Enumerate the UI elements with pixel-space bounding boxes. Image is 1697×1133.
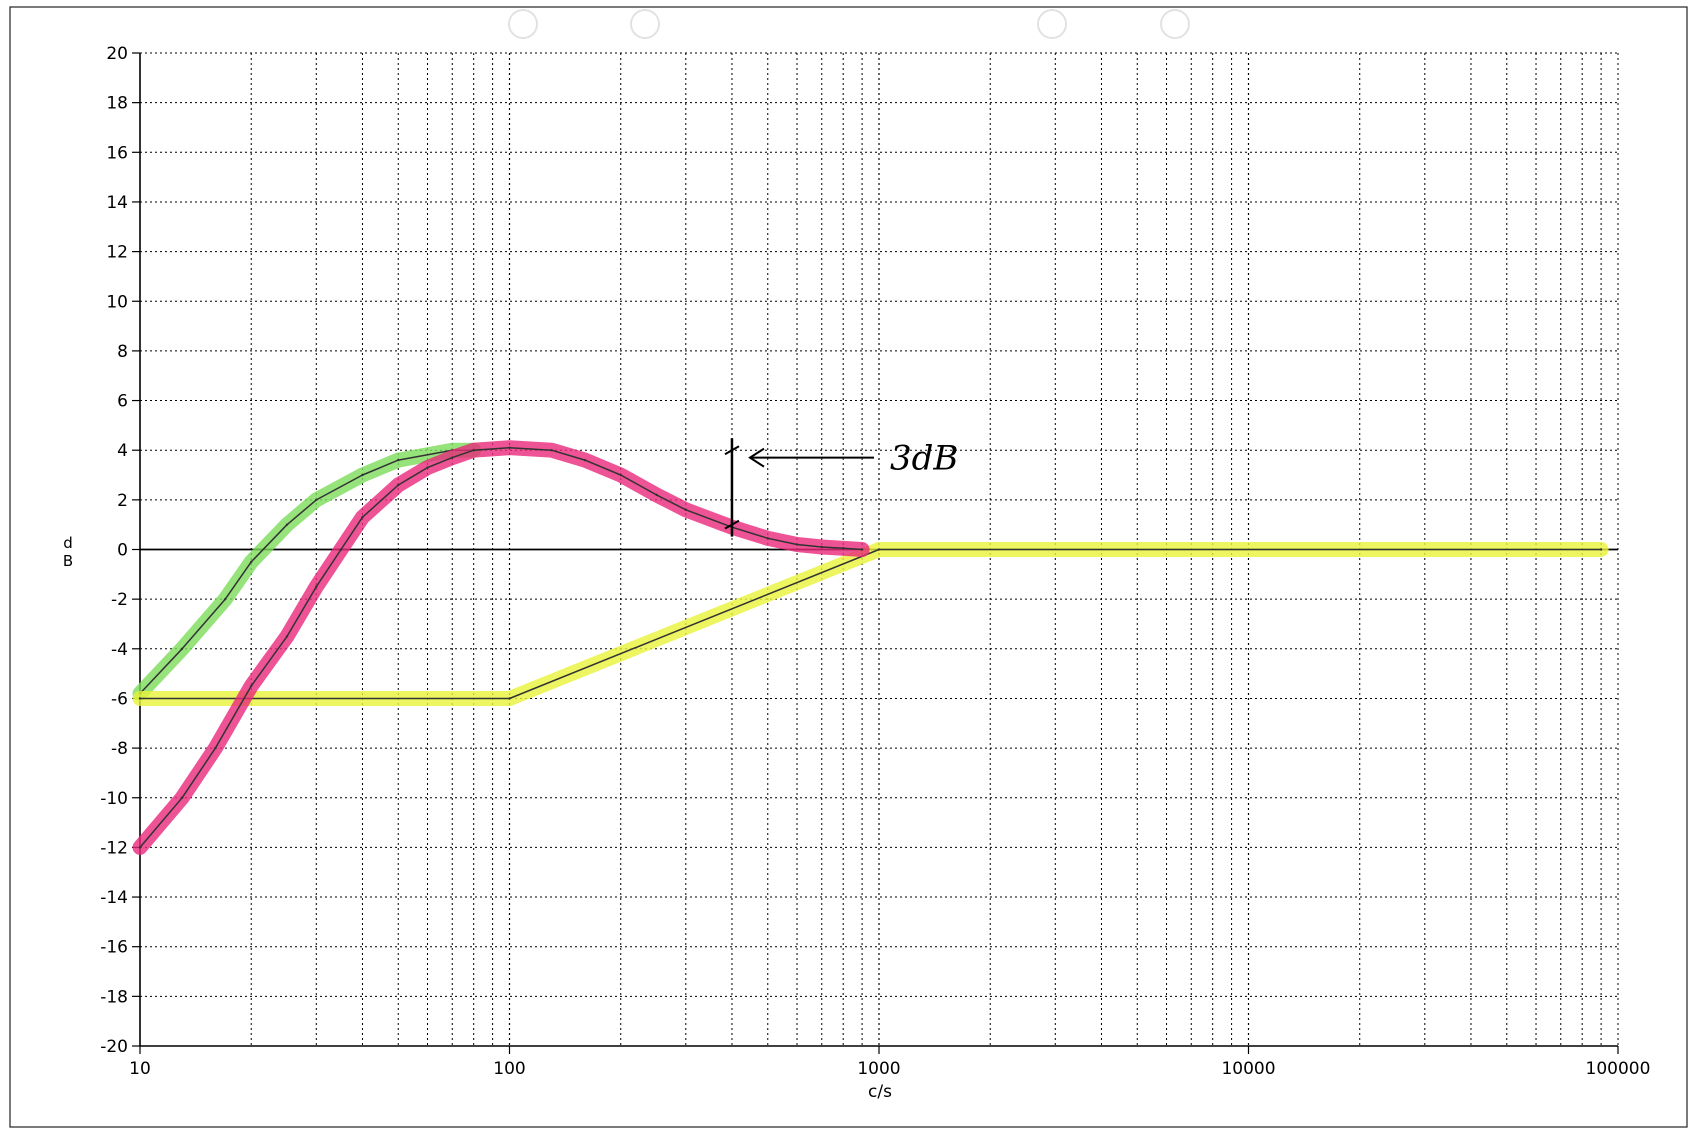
y-tick-label: -10 <box>100 789 128 809</box>
series-point-3 <box>583 458 587 462</box>
series-point-3 <box>860 548 864 551</box>
y-tick-label: -18 <box>100 987 128 1007</box>
y-tick-label: 18 <box>106 94 128 114</box>
series-point-3 <box>214 746 217 750</box>
series-point-3 <box>655 493 658 497</box>
series-point-3 <box>508 446 511 449</box>
punch-hole-3 <box>1037 9 1067 39</box>
series-point-2 <box>877 548 881 551</box>
y-tick-label: -14 <box>100 888 128 908</box>
tick-labels: 20181614121086420-2-4-6-8-10-12-14-16-18… <box>100 44 1650 1079</box>
series-point-3 <box>795 543 799 546</box>
series-point-3 <box>250 684 253 688</box>
series-point-1 <box>397 458 400 462</box>
punch-hole-1 <box>508 9 538 39</box>
series-point-3 <box>339 548 343 551</box>
y-tick-label: -8 <box>111 739 128 759</box>
y-tick-label: 2 <box>117 491 128 511</box>
series-point-1 <box>223 597 227 601</box>
series-point-1 <box>250 560 253 564</box>
y-tick-label: -12 <box>100 838 128 858</box>
annotation-label: 3dB <box>890 439 958 479</box>
y-tick-label: -20 <box>100 1037 128 1057</box>
series-point-3 <box>766 537 769 540</box>
series-point-2 <box>1599 548 1603 551</box>
series-point-3 <box>550 449 553 452</box>
series <box>132 440 1609 855</box>
y-tick-label: 6 <box>117 392 128 412</box>
x-tick-label: 100000 <box>1586 1059 1651 1079</box>
punch-hole-4 <box>1160 9 1190 39</box>
series-point-3 <box>472 449 475 452</box>
x-tick-label: 100 <box>493 1059 525 1079</box>
page-border <box>9 6 1688 1128</box>
series-point-3 <box>138 846 142 849</box>
series-point-1 <box>180 647 184 650</box>
series-line-3 <box>139 446 863 848</box>
x-tick-label: 10000 <box>1221 1059 1275 1079</box>
annotation-bracket-top <box>724 445 740 456</box>
y-tick-label: 10 <box>106 292 128 312</box>
series-point-3 <box>315 585 318 588</box>
y-tick-label: -4 <box>111 640 128 660</box>
series-point-1 <box>285 523 289 526</box>
series-point-1 <box>361 473 364 477</box>
series-point-3 <box>426 466 429 469</box>
y-tick-label: 20 <box>106 44 128 64</box>
y-tick-label: 14 <box>106 193 128 213</box>
series-point-3 <box>180 796 184 799</box>
annotation: 3dB <box>724 438 958 537</box>
series-point-1 <box>315 498 318 502</box>
series-point-3 <box>841 547 845 550</box>
y-tick-label: 0 <box>117 541 128 561</box>
series-point-3 <box>285 635 289 638</box>
series-point-3 <box>451 456 454 459</box>
y-tick-label: -2 <box>111 590 128 610</box>
series-point-2 <box>138 697 142 700</box>
x-tick-label: 1000 <box>857 1059 900 1079</box>
y-tick-label: 4 <box>117 441 128 461</box>
series-line-1 <box>139 449 474 695</box>
y-axis-label: dB <box>59 534 77 570</box>
annotation-bracket-bottom <box>724 519 740 530</box>
y-tick-label: 12 <box>106 243 128 263</box>
y-tick-label: -16 <box>100 938 128 958</box>
punch-hole-2 <box>630 9 660 39</box>
series-point-3 <box>619 473 622 477</box>
series-point-3 <box>361 516 364 519</box>
series-line-2 <box>140 548 1602 700</box>
x-axis-label: c/s <box>868 1082 892 1102</box>
y-tick-label: 16 <box>106 143 128 163</box>
series-point-2 <box>508 697 511 700</box>
annotation-arrow-head <box>748 447 765 468</box>
series-point-3 <box>397 483 400 487</box>
y-tick-label: 8 <box>117 342 128 362</box>
series-point-3 <box>820 545 823 549</box>
y-tick-label: -6 <box>111 689 128 709</box>
x-tick-label: 10 <box>129 1059 151 1079</box>
series-point-3 <box>684 508 687 511</box>
